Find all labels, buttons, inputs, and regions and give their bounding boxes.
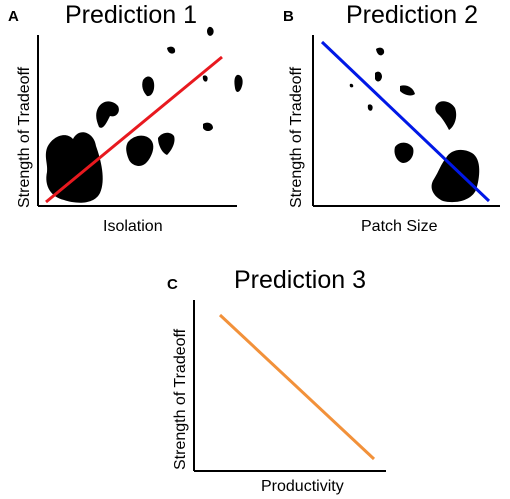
panel-a-blob xyxy=(202,75,208,82)
panel-b-data-blobs xyxy=(349,47,480,203)
panel-b-blob xyxy=(431,149,480,203)
panel-b-blob xyxy=(400,85,415,96)
panel-c-letter: C xyxy=(167,276,178,293)
panel-b-blob xyxy=(349,83,354,88)
panel-b-blob xyxy=(394,142,414,163)
panel-a-letter: A xyxy=(8,8,19,25)
panel-c-axes xyxy=(193,300,386,472)
panel-a-blob xyxy=(167,46,176,54)
panel-a-title: Prediction 1 xyxy=(65,1,198,29)
panel-a-axes xyxy=(37,35,237,207)
panel-b-letter: B xyxy=(283,8,294,25)
panel-b-blob xyxy=(375,71,382,82)
panel-b-trend-line xyxy=(320,40,491,203)
panel-a-blob xyxy=(203,122,213,131)
panel-a-blob xyxy=(126,135,154,166)
panel-a-blob xyxy=(207,26,214,36)
panel-b-blob xyxy=(367,104,373,111)
panel-c-x-axis-label: Productivity xyxy=(261,478,344,495)
panel-a-blob xyxy=(234,74,243,92)
panel-c-trend-line xyxy=(218,313,376,461)
panel-a-blob xyxy=(142,76,155,97)
panel-a-blob xyxy=(45,132,103,203)
panel-b-x-axis-label: Patch Size xyxy=(361,218,438,235)
panel-c-title: Prediction 3 xyxy=(234,266,367,294)
panel-b-blob xyxy=(435,101,457,130)
panel-a-trend-line xyxy=(45,55,223,204)
panel-a-blob xyxy=(158,132,175,155)
panel-a-data-blobs xyxy=(45,26,243,203)
panel-b-blob xyxy=(376,47,385,56)
panel-a-x-axis-label: Isolation xyxy=(103,218,163,235)
panel-b-title: Prediction 2 xyxy=(346,1,479,29)
panel-a-blob xyxy=(96,101,119,128)
panel-b-axes xyxy=(312,35,500,207)
